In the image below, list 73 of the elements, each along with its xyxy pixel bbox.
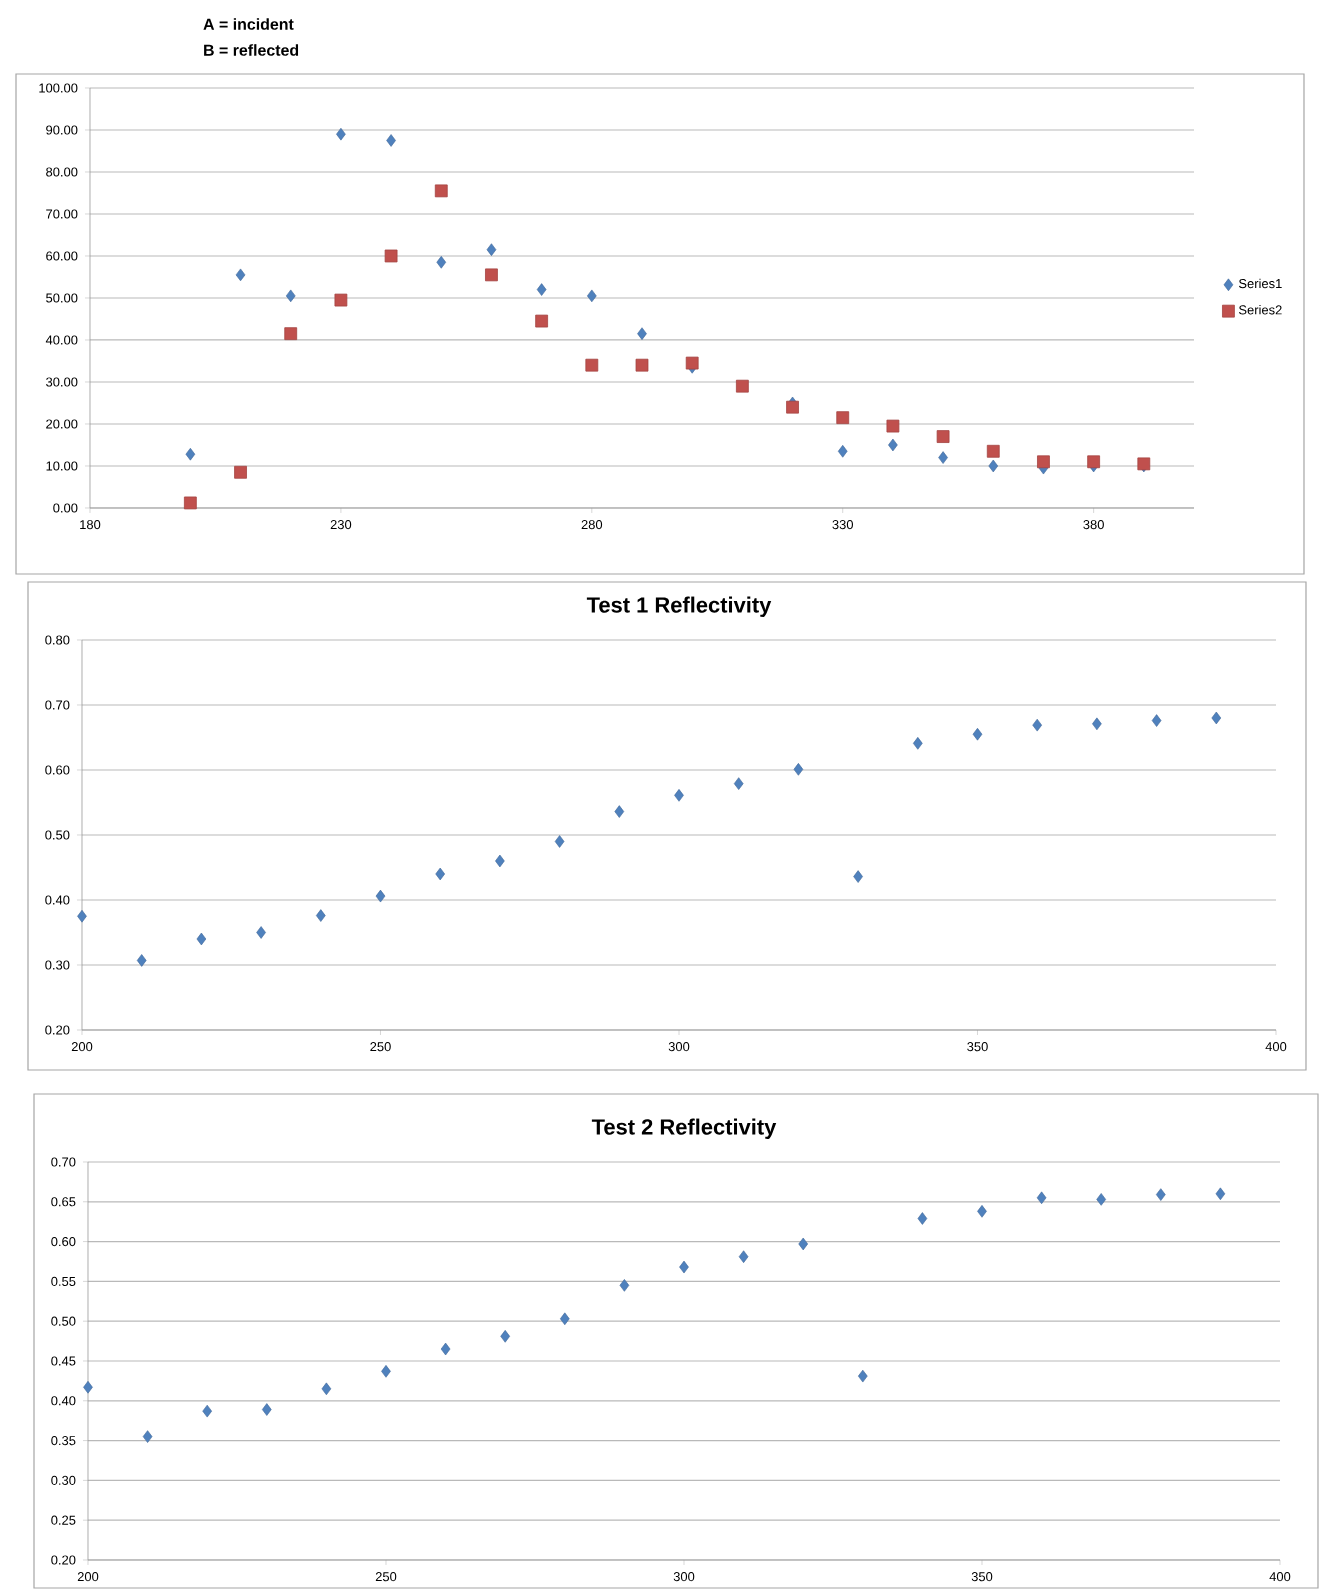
point: [1032, 718, 1042, 732]
point: [685, 356, 699, 370]
point: [1096, 1193, 1106, 1206]
point: [495, 854, 505, 868]
point: [256, 926, 266, 939]
point: [284, 327, 298, 341]
point: [836, 411, 850, 425]
point: [886, 419, 900, 433]
point: [202, 1404, 212, 1418]
point: [1151, 714, 1162, 727]
point: [485, 268, 498, 282]
point: [735, 379, 749, 393]
point: [435, 867, 445, 881]
point: [917, 1212, 928, 1225]
point: [436, 256, 447, 269]
point: [440, 1342, 451, 1356]
point: [375, 889, 386, 903]
point: [321, 1382, 332, 1396]
point: [262, 1403, 272, 1416]
point: [183, 496, 197, 510]
point: [858, 1369, 868, 1383]
point: [235, 268, 246, 282]
point: [853, 870, 863, 883]
point: [1211, 711, 1222, 725]
chart-title: Test 2 Reflectivity: [591, 1118, 777, 1139]
point: [285, 289, 296, 303]
point: [585, 358, 599, 372]
point: [560, 1312, 570, 1326]
point: [1092, 717, 1102, 731]
point: [793, 763, 804, 776]
point: [336, 127, 346, 141]
point: [977, 1205, 987, 1218]
point: [913, 737, 923, 750]
chart-title: Test 1 Reflectivity: [586, 596, 772, 617]
point: [988, 459, 999, 473]
point: [334, 293, 348, 307]
point: [798, 1237, 808, 1251]
point: [196, 932, 207, 946]
point: [1036, 1191, 1047, 1205]
point: [142, 1430, 153, 1443]
point: [733, 777, 744, 790]
point: [938, 451, 948, 464]
point: [619, 1279, 630, 1292]
point: [1215, 1187, 1226, 1201]
point: [972, 727, 983, 741]
point: [614, 805, 625, 818]
point: [1156, 1188, 1166, 1201]
point: [936, 430, 950, 443]
point: [554, 835, 565, 848]
point: [386, 134, 396, 147]
point: [635, 358, 649, 372]
point: [536, 283, 547, 296]
point: [888, 438, 898, 452]
point: [674, 789, 684, 802]
point: [637, 327, 647, 340]
point: [738, 1250, 749, 1263]
point: [535, 314, 549, 328]
point: [1037, 455, 1050, 469]
point: [486, 243, 497, 256]
point: [381, 1365, 391, 1378]
point: [234, 465, 247, 479]
point: [500, 1330, 510, 1343]
point: [83, 1380, 93, 1394]
point: [434, 184, 448, 198]
point: [679, 1260, 689, 1274]
point: [986, 444, 1000, 458]
point: [384, 249, 398, 263]
point: [77, 909, 87, 923]
point: [316, 909, 326, 922]
point: [587, 289, 597, 303]
point: [136, 954, 147, 967]
point: [837, 445, 848, 458]
point: [185, 447, 196, 461]
